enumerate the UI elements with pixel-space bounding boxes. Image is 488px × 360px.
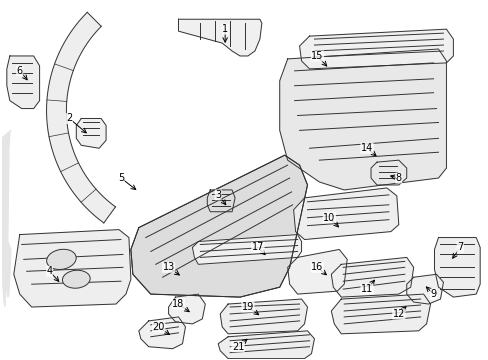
Polygon shape bbox=[192, 235, 301, 264]
Text: 4: 4 bbox=[46, 266, 53, 276]
Text: 13: 13 bbox=[162, 262, 174, 272]
Ellipse shape bbox=[46, 249, 76, 270]
Polygon shape bbox=[370, 160, 406, 185]
Text: 14: 14 bbox=[360, 143, 372, 153]
Polygon shape bbox=[287, 249, 346, 294]
Text: 11: 11 bbox=[360, 284, 372, 294]
Polygon shape bbox=[218, 331, 314, 359]
Polygon shape bbox=[168, 294, 205, 324]
Polygon shape bbox=[207, 190, 235, 212]
Text: 12: 12 bbox=[392, 309, 404, 319]
Polygon shape bbox=[406, 274, 443, 304]
Text: 3: 3 bbox=[215, 190, 221, 200]
Polygon shape bbox=[279, 49, 446, 190]
Text: 16: 16 bbox=[311, 262, 323, 272]
Polygon shape bbox=[46, 12, 115, 223]
Text: 17: 17 bbox=[251, 243, 264, 252]
Polygon shape bbox=[131, 155, 307, 297]
Polygon shape bbox=[331, 294, 429, 334]
Polygon shape bbox=[434, 238, 479, 297]
Text: 19: 19 bbox=[242, 302, 254, 312]
Polygon shape bbox=[76, 118, 106, 148]
Text: 18: 18 bbox=[172, 299, 184, 309]
Polygon shape bbox=[220, 299, 307, 334]
Text: 5: 5 bbox=[118, 173, 124, 183]
Text: 6: 6 bbox=[17, 66, 23, 76]
Polygon shape bbox=[331, 257, 413, 297]
Polygon shape bbox=[2, 130, 11, 307]
Text: 9: 9 bbox=[429, 289, 436, 299]
Polygon shape bbox=[299, 29, 452, 69]
Polygon shape bbox=[14, 230, 131, 307]
Ellipse shape bbox=[62, 270, 90, 288]
Text: 10: 10 bbox=[323, 213, 335, 223]
Text: 1: 1 bbox=[222, 24, 228, 34]
Text: 7: 7 bbox=[456, 243, 463, 252]
Text: 8: 8 bbox=[395, 173, 401, 183]
Polygon shape bbox=[7, 56, 40, 109]
Polygon shape bbox=[178, 19, 262, 56]
Polygon shape bbox=[293, 188, 398, 239]
Polygon shape bbox=[139, 317, 185, 349]
Text: 21: 21 bbox=[231, 342, 244, 352]
Text: 15: 15 bbox=[310, 51, 323, 61]
Polygon shape bbox=[2, 155, 11, 297]
Text: 2: 2 bbox=[66, 113, 72, 123]
Text: 20: 20 bbox=[152, 322, 164, 332]
